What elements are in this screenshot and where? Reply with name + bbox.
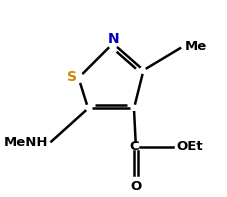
Text: OEt: OEt <box>176 140 203 153</box>
Text: O: O <box>131 180 142 193</box>
Text: S: S <box>67 70 77 84</box>
Text: MeNH: MeNH <box>3 136 48 149</box>
Text: Me: Me <box>185 40 207 53</box>
Text: C: C <box>129 140 139 153</box>
Text: N: N <box>108 32 120 46</box>
